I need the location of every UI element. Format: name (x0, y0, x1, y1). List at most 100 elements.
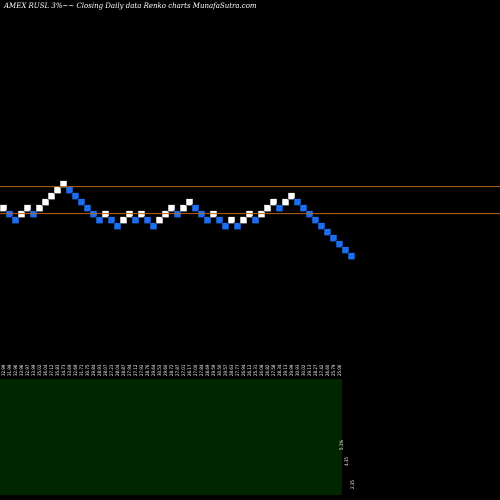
brick-down (83, 204, 92, 212)
brick-down (233, 222, 242, 230)
x-tick-label: 30.02 (301, 364, 306, 376)
x-tick-label: 35.02 (37, 364, 42, 376)
x-tick-label: 26.08 (259, 364, 264, 376)
x-tick-label: 29.59 (211, 364, 216, 376)
brick-down (293, 198, 302, 206)
x-tick-label: 27.94 (127, 364, 132, 376)
x-tick-label: 29.84 (91, 364, 96, 376)
brick-up (41, 198, 50, 206)
x-tick-label: 25.79 (331, 364, 336, 376)
brick-up (227, 216, 236, 224)
volume-label: 4.35 (344, 457, 349, 466)
volume-label: 2.35 (350, 480, 355, 489)
brick-down (215, 216, 224, 224)
brick-down (299, 204, 308, 212)
x-tick-label: 29.13 (283, 364, 288, 376)
x-tick-label: 26.12 (247, 364, 252, 376)
x-tick-label: 36.04 (43, 364, 48, 376)
chart-title: AMEX RUSL 3%~~ Closing Daily data Renko … (4, 2, 257, 10)
brick-down (221, 222, 230, 230)
x-tick-label: 26.94 (241, 364, 246, 376)
brick-up (119, 216, 128, 224)
x-tick-label: 25.06 (337, 364, 342, 376)
x-tick-label: 32.97 (25, 364, 30, 376)
brick-series (0, 180, 356, 260)
x-tick-label: 28.63 (229, 364, 234, 376)
x-tick-label: 34.73 (61, 364, 66, 376)
brick-down (107, 216, 116, 224)
x-tick-label: 37.12 (49, 364, 54, 376)
x-tick-label: 29.64 (151, 364, 156, 376)
x-tick-label: 32.69 (73, 364, 78, 376)
x-tick-label: 28.34 (277, 364, 282, 376)
x-tick-label: 26.60 (325, 364, 330, 376)
brick-up (35, 204, 44, 212)
x-tick-label: 27.23 (109, 364, 114, 376)
brick-up (287, 192, 296, 200)
brick-down (335, 240, 344, 248)
brick-down (347, 252, 356, 260)
x-tick-label: 32.99 (1, 364, 6, 376)
brick-up (167, 204, 176, 212)
brick-down (77, 198, 86, 206)
x-tick-label: 25.31 (253, 364, 258, 376)
x-tick-label: 28.27 (313, 364, 318, 376)
x-tick-labels: 32.99 31.99 32.96 33.96 32.97 33.99 35.02 36.04… (1, 364, 342, 376)
brick-down (71, 192, 80, 200)
x-tick-label: 27.92 (139, 364, 144, 376)
brick-down (275, 204, 284, 212)
x-tick-label: 29.60 (163, 364, 168, 376)
x-tick-label: 31.71 (79, 364, 84, 376)
x-tick-label: 27.84 (199, 364, 204, 376)
x-tick-label: 28.87 (121, 364, 126, 376)
brick-up (23, 204, 32, 212)
brick-down (143, 216, 152, 224)
volume-labels: 5.1% 4.35 2.35 (339, 440, 355, 489)
brick-down (11, 216, 20, 224)
x-tick-label: 30.93 (295, 364, 300, 376)
brick-down (251, 216, 260, 224)
volume-panel (0, 379, 342, 495)
x-tick-label: 30.53 (157, 364, 162, 376)
x-tick-label: 27.77 (235, 364, 240, 376)
reference-lines (0, 186, 500, 215)
brick-down (203, 216, 212, 224)
x-tick-label: 26.17 (187, 364, 192, 376)
x-tick-label: 26.82 (265, 364, 270, 376)
brick-down (341, 246, 350, 254)
x-tick-label: 27.12 (133, 364, 138, 376)
brick-down (149, 222, 158, 230)
x-tick-label: 30.50 (217, 364, 222, 376)
x-tick-label: 27.42 (319, 364, 324, 376)
x-tick-label: 28.93 (97, 364, 102, 376)
x-tick-label: 29.57 (223, 364, 228, 376)
x-tick-label: 33.69 (67, 364, 72, 376)
brick-up (59, 180, 68, 188)
x-tick-label: 35.83 (55, 364, 60, 376)
x-tick-label: 27.00 (193, 364, 198, 376)
brick-up (0, 204, 8, 212)
x-tick-label: 28.04 (115, 364, 120, 376)
brick-up (179, 204, 188, 212)
volume-label: 5.1% (339, 440, 344, 450)
x-tick-label: 28.76 (145, 364, 150, 376)
brick-up (155, 216, 164, 224)
brick-up (281, 198, 290, 206)
x-tick-label: 33.99 (31, 364, 36, 376)
x-tick-label: 28.69 (205, 364, 210, 376)
brick-down (311, 216, 320, 224)
x-tick-label: 29.99 (289, 364, 294, 376)
x-tick-label: 29.13 (307, 364, 312, 376)
brick-down (317, 222, 326, 230)
x-tick-label: 27.01 (181, 364, 186, 376)
x-tick-label: 27.58 (271, 364, 276, 376)
x-tick-label: 28.07 (103, 364, 108, 376)
brick-down (323, 228, 332, 236)
brick-down (113, 222, 122, 230)
brick-down (95, 216, 104, 224)
x-tick-label: 33.96 (19, 364, 24, 376)
brick-up (239, 216, 248, 224)
brick-up (47, 192, 56, 200)
x-tick-label: 31.99 (7, 364, 12, 376)
